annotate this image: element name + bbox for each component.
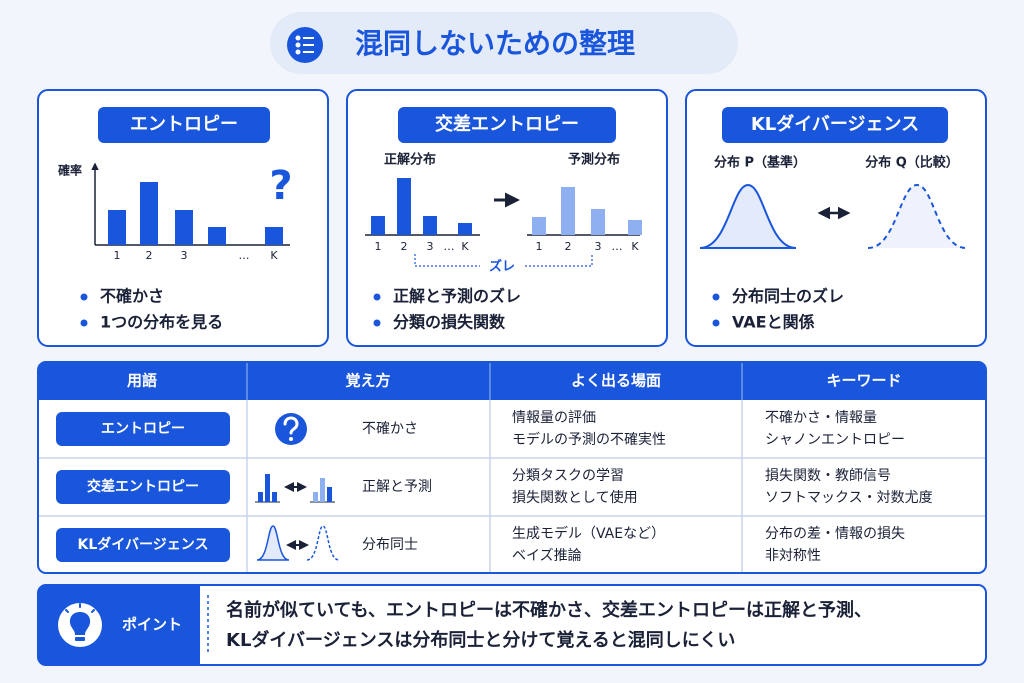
x-label: …	[239, 249, 250, 262]
bulb-rays	[65, 603, 95, 613]
question-mark: ?	[269, 163, 292, 209]
x-label: 3	[181, 249, 188, 262]
scene: 損失関数として使用	[512, 489, 638, 506]
bullet-dot	[373, 293, 381, 301]
chart-label: 分布 P（基準）	[714, 155, 806, 171]
bell-curve-dashed	[867, 183, 967, 249]
scene: ベイズ推論	[512, 548, 582, 564]
chart-label: 正解分布	[384, 152, 436, 168]
bars-icon	[532, 187, 642, 235]
x-label: …	[444, 240, 455, 253]
bullet-dot	[80, 293, 88, 301]
question-icon-glyph	[283, 416, 299, 435]
x-label: K	[270, 249, 278, 262]
keyword: 分布の差・情報の損失	[765, 526, 905, 542]
chart-label: 予測分布	[568, 152, 620, 168]
bullet-dot	[712, 319, 720, 327]
point-label: ポイント	[122, 616, 182, 634]
table-header	[38, 362, 986, 400]
bullet-text: VAEと関係	[732, 313, 815, 332]
term: 交差エントロピー	[87, 478, 199, 495]
scene: モデルの予測の不確実性	[512, 431, 666, 448]
point-text: KLダイバージェンスは分布同士と分けて覚えると混同しにくい	[226, 629, 735, 651]
table-border	[37, 361, 987, 574]
bars-icon	[371, 178, 472, 235]
bullet-text: 分布同士のズレ	[732, 287, 844, 306]
axis-label: 確率	[58, 163, 82, 178]
question-icon	[275, 413, 307, 445]
point-border	[37, 584, 987, 666]
term: エントロピー	[101, 421, 185, 437]
card-title: 交差エントロピー	[435, 113, 579, 135]
term-pill	[56, 470, 230, 504]
term-pill	[56, 412, 230, 446]
scene: 生成モデル（VAEなど）	[512, 525, 665, 542]
memo: 正解と予測	[362, 479, 432, 495]
bullet-dot	[80, 319, 88, 327]
keyword: 非対称性	[765, 548, 821, 564]
card-title-pill	[722, 107, 948, 143]
point-box	[38, 585, 986, 665]
mini-bell-dashed	[306, 525, 340, 561]
bullet-text: 不確かさ	[100, 287, 164, 306]
x-label: 2	[401, 240, 408, 253]
term-pill	[56, 528, 230, 562]
chart-label: 分布 Q（比較）	[865, 155, 959, 171]
card-title: エントロピー	[130, 114, 238, 135]
memo: 不確かさ	[362, 421, 418, 437]
x-label: 3	[595, 240, 602, 253]
card-title-pill	[398, 107, 616, 143]
bullet-text: 分類の損失関数	[393, 313, 506, 332]
mini-bars-icon	[255, 474, 335, 503]
header-title: 混同しないための整理	[355, 27, 635, 60]
x-label: K	[631, 240, 639, 253]
question-icon-dot	[289, 437, 293, 441]
scene: 情報量の評価	[512, 410, 596, 426]
card-title-pill	[98, 107, 270, 143]
point-text: 名前が似ていても、エントロピーは不確かさ、交差エントロピーは正解と予測、	[226, 599, 872, 621]
x-label: 3	[427, 240, 434, 253]
bullet-text: 1つの分布を見る	[100, 313, 223, 332]
bullet-dot	[373, 319, 381, 327]
bell-curve	[699, 183, 797, 249]
x-label: K	[461, 240, 469, 253]
x-label: 1	[375, 240, 382, 253]
gap-bracket	[414, 254, 593, 267]
table-header-cell: キーワード	[826, 372, 901, 390]
bullet-dot	[712, 293, 720, 301]
keyword: 損失関数・教師信号	[765, 468, 891, 484]
bullet-text: 正解と予測のズレ	[393, 287, 521, 306]
x-label: 1	[536, 240, 543, 253]
keyword: ソフトマックス・対数尤度	[765, 490, 933, 506]
bulb-base	[75, 637, 85, 641]
header-pill	[270, 12, 738, 74]
table-header-dividers	[246, 362, 743, 400]
table	[38, 362, 986, 573]
mini-bell	[256, 525, 290, 561]
table-grid	[38, 400, 986, 573]
scene: 分類タスクの学習	[512, 468, 624, 484]
bars-icon	[108, 182, 283, 245]
table-header-cell: よく出る場面	[571, 372, 661, 390]
header-icon-lines	[295, 35, 314, 55]
card-title: KLダイバージェンス	[751, 113, 919, 135]
bulb-glass	[69, 612, 91, 635]
keyword: シャノンエントロピー	[765, 432, 905, 448]
table-header-cell: 用語	[127, 372, 157, 390]
card	[346, 89, 668, 347]
table-header-cell: 覚え方	[345, 372, 390, 390]
x-label: 1	[114, 249, 121, 262]
x-label: 2	[565, 240, 572, 253]
keyword: 不確かさ・情報量	[765, 410, 877, 426]
memo: 分布同士	[362, 537, 418, 553]
x-label: 2	[146, 249, 153, 262]
x-label: …	[612, 240, 623, 253]
term: KLダイバージェンス	[78, 536, 209, 553]
gap-label: ズレ	[489, 259, 515, 275]
